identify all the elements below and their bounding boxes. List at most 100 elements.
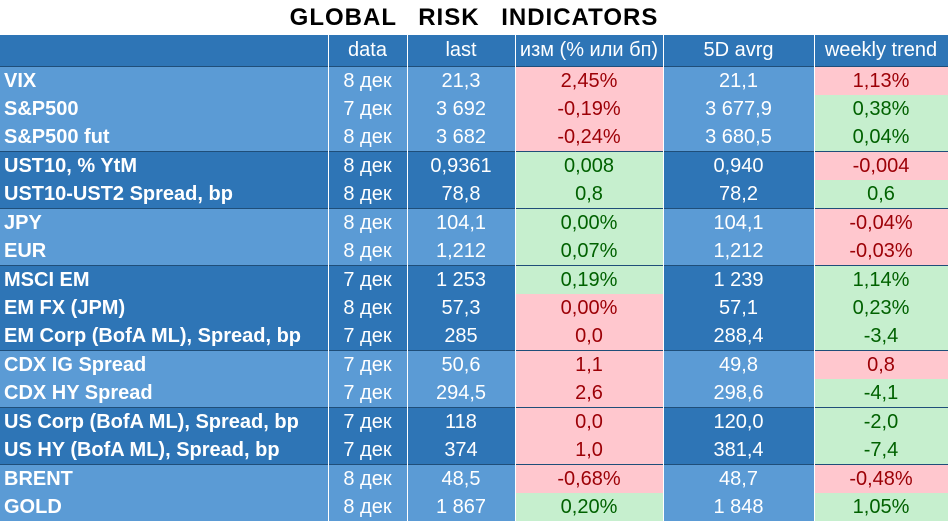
row-weekly-trend: 0,04%: [814, 123, 948, 152]
row-date: 8 дек: [328, 493, 408, 521]
row-weekly-trend: -2,0: [814, 407, 948, 436]
table-row: US Corp (BofA ML), Spread, bp 7 дек 118 0,0…: [0, 407, 948, 436]
row-last: 57,3: [407, 294, 516, 322]
row-date: 8 дек: [328, 151, 408, 180]
row-5d-avg: 3 677,9: [663, 95, 815, 123]
row-change: -0,68%: [515, 464, 664, 493]
row-name: UST10-UST2 Spread, bp: [0, 180, 329, 209]
row-date: 8 дек: [328, 180, 408, 209]
row-last: 374: [407, 436, 516, 465]
row-last: 1 867: [407, 493, 516, 521]
row-name: EUR: [0, 237, 329, 266]
row-last: 78,8: [407, 180, 516, 209]
row-name: US HY (BofA ML), Spread, bp: [0, 436, 329, 465]
row-weekly-trend: -3,4: [814, 322, 948, 351]
row-weekly-trend: 0,6: [814, 180, 948, 209]
table-row: GOLD 8 дек 1 867 0,20% 1 848 1,05%: [0, 493, 948, 521]
row-change: 1,0: [515, 436, 664, 465]
row-last: 1,212: [407, 237, 516, 266]
row-weekly-trend: -4,1: [814, 379, 948, 408]
table-row: BRENT 8 дек 48,5 -0,68% 48,7 -0,48%: [0, 464, 948, 493]
table-row: EM FX (JPM) 8 дек 57,3 0,00% 57,1 0,23%: [0, 294, 948, 322]
row-last: 104,1: [407, 208, 516, 237]
row-5d-avg: 298,6: [663, 379, 815, 408]
row-change: 1,1: [515, 350, 664, 379]
row-5d-avg: 3 680,5: [663, 123, 815, 152]
row-5d-avg: 57,1: [663, 294, 815, 322]
row-last: 285: [407, 322, 516, 351]
row-last: 3 692: [407, 95, 516, 123]
row-weekly-trend: 0,38%: [814, 95, 948, 123]
row-last: 48,5: [407, 464, 516, 493]
row-last: 1 253: [407, 265, 516, 294]
row-date: 7 дек: [328, 379, 408, 408]
row-5d-avg: 21,1: [663, 66, 815, 95]
row-change: -0,24%: [515, 123, 664, 152]
row-5d-avg: 1,212: [663, 237, 815, 266]
row-name: EM Corp (BofA ML), Spread, bp: [0, 322, 329, 351]
row-change: 0,008: [515, 151, 664, 180]
table-row: EUR 8 дек 1,212 0,07% 1,212 -0,03%: [0, 237, 948, 266]
row-date: 7 дек: [328, 322, 408, 351]
row-date: 8 дек: [328, 464, 408, 493]
row-weekly-trend: -0,48%: [814, 464, 948, 493]
row-name: BRENT: [0, 464, 329, 493]
page-title: GLOBAL RISK INDICATORS: [0, 0, 948, 35]
row-last: 21,3: [407, 66, 516, 95]
row-weekly-trend: 1,14%: [814, 265, 948, 294]
row-date: 8 дек: [328, 294, 408, 322]
table-row: US HY (BofA ML), Spread, bp 7 дек 374 1,0 38…: [0, 436, 948, 465]
row-change: 0,07%: [515, 237, 664, 266]
row-weekly-trend: -0,004: [814, 151, 948, 180]
row-5d-avg: 1 848: [663, 493, 815, 521]
row-date: 7 дек: [328, 95, 408, 123]
row-name: S&P500: [0, 95, 329, 123]
row-name: JPY: [0, 208, 329, 237]
row-date: 8 дек: [328, 237, 408, 266]
row-name: CDX HY Spread: [0, 379, 329, 408]
row-last: 0,9361: [407, 151, 516, 180]
row-weekly-trend: 1,05%: [814, 493, 948, 521]
table-row: UST10, % YtM 8 дек 0,9361 0,008 0,940 -0,004: [0, 151, 948, 180]
row-change: 0,19%: [515, 265, 664, 294]
row-name: US Corp (BofA ML), Spread, bp: [0, 407, 329, 436]
row-date: 8 дек: [328, 66, 408, 95]
table-row: MSCI EM 7 дек 1 253 0,19% 1 239 1,14%: [0, 265, 948, 294]
row-name: EM FX (JPM): [0, 294, 329, 322]
row-weekly-trend: 1,13%: [814, 66, 948, 95]
header-5d-avg: 5D avrg: [663, 35, 815, 67]
row-5d-avg: 120,0: [663, 407, 815, 436]
table-row: S&P500 fut 8 дек 3 682 -0,24% 3 680,5 0,04%: [0, 123, 948, 152]
header-date: data: [328, 35, 408, 67]
table-row: UST10-UST2 Spread, bp 8 дек 78,8 0,8 78,2 0,6: [0, 180, 948, 209]
row-date: 7 дек: [328, 407, 408, 436]
row-last: 3 682: [407, 123, 516, 152]
table-row: S&P500 7 дек 3 692 -0,19% 3 677,9 0,38%: [0, 95, 948, 123]
row-change: 2,6: [515, 379, 664, 408]
row-name: MSCI EM: [0, 265, 329, 294]
row-name: S&P500 fut: [0, 123, 329, 152]
row-name: UST10, % YtM: [0, 151, 329, 180]
row-change: 0,8: [515, 180, 664, 209]
row-change: 0,00%: [515, 208, 664, 237]
header-name: [0, 35, 329, 67]
indicators-table: data last изм (% или бп) 5D avrg weekly …: [0, 35, 948, 521]
row-change: -0,19%: [515, 95, 664, 123]
row-change: 0,0: [515, 407, 664, 436]
row-last: 50,6: [407, 350, 516, 379]
row-weekly-trend: -0,03%: [814, 237, 948, 266]
row-weekly-trend: 0,23%: [814, 294, 948, 322]
row-date: 7 дек: [328, 350, 408, 379]
row-date: 7 дек: [328, 436, 408, 465]
row-5d-avg: 104,1: [663, 208, 815, 237]
row-5d-avg: 381,4: [663, 436, 815, 465]
row-date: 8 дек: [328, 123, 408, 152]
row-weekly-trend: 0,8: [814, 350, 948, 379]
header-weekly-trend: weekly trend: [814, 35, 948, 67]
table-row: VIX 8 дек 21,3 2,45% 21,1 1,13%: [0, 66, 948, 95]
row-name: GOLD: [0, 493, 329, 521]
row-5d-avg: 49,8: [663, 350, 815, 379]
row-5d-avg: 1 239: [663, 265, 815, 294]
row-change: 0,0: [515, 322, 664, 351]
row-last: 294,5: [407, 379, 516, 408]
